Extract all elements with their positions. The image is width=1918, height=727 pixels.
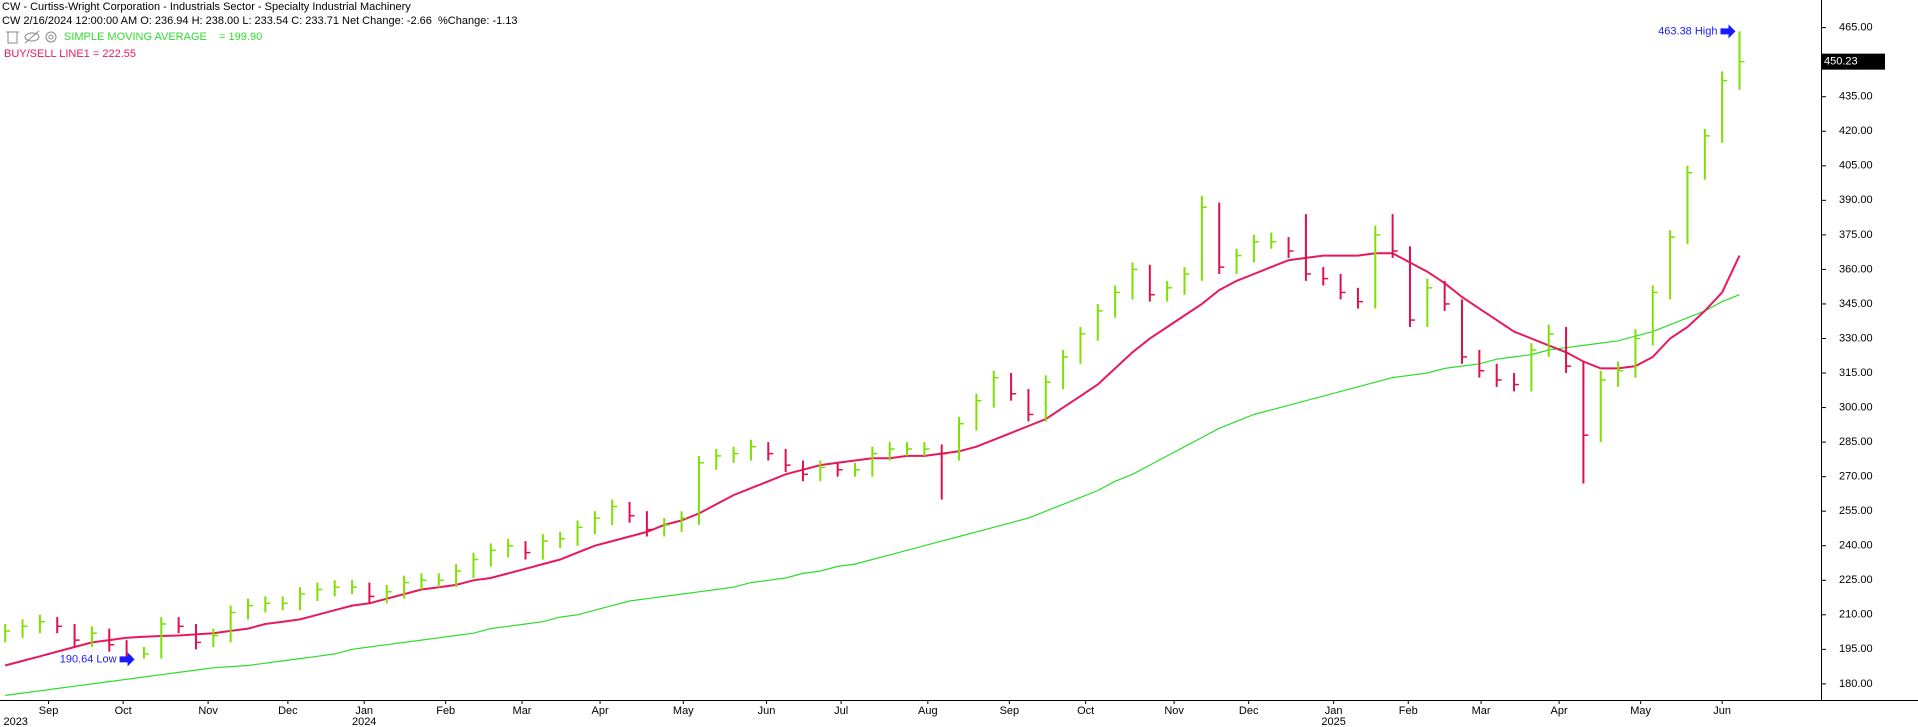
- x-tick-label: Jan: [355, 705, 373, 717]
- y-tick-label: 285.00: [1839, 436, 1873, 448]
- chart-title: CW - Curtiss-Wright Corporation - Indust…: [2, 1, 411, 13]
- legend-entry: SIMPLE MOVING AVERAGE = 199.90: [64, 31, 262, 43]
- high-annotation: 463.38 High: [1658, 25, 1717, 37]
- x-tick-label: Feb: [436, 705, 455, 717]
- annotation-arrow: [1720, 24, 1736, 39]
- year-label: 2025: [1321, 716, 1345, 727]
- price-bars: [4, 31, 1745, 660]
- annotation-arrow: [119, 652, 135, 667]
- x-tick-label: Jan: [1325, 705, 1343, 717]
- y-tick-label: 375.00: [1839, 229, 1873, 241]
- settings-icon-hub: [48, 34, 54, 40]
- x-tick-label: Oct: [1077, 705, 1094, 717]
- low-annotation: 190.64 Low: [60, 653, 117, 665]
- x-tick-label: Jun: [1713, 705, 1731, 717]
- y-tick-label: 345.00: [1839, 298, 1873, 310]
- x-tick-label: Dec: [278, 705, 298, 717]
- y-tick-label: 435.00: [1839, 91, 1873, 103]
- y-tick-label: 255.00: [1839, 505, 1873, 517]
- y-tick-label: 270.00: [1839, 471, 1873, 483]
- y-tick-label: 420.00: [1839, 125, 1873, 137]
- y-tick-label: 465.00: [1839, 22, 1873, 34]
- x-tick-label: Nov: [1164, 705, 1184, 717]
- y-tick-label: 360.00: [1839, 263, 1873, 275]
- x-tick-label: Dec: [1239, 705, 1259, 717]
- y-tick-label: 405.00: [1839, 160, 1873, 172]
- x-tick-label: May: [673, 705, 694, 717]
- y-tick-label: 390.00: [1839, 194, 1873, 206]
- chart-subtitle: CW 2/16/2024 12:00:00 AM O: 236.94 H: 23…: [2, 15, 518, 27]
- y-tick-label: 240.00: [1839, 540, 1873, 552]
- year-label: 2023: [3, 716, 27, 727]
- x-tick-label: Nov: [198, 705, 218, 717]
- moving-average-line: [5, 294, 1740, 696]
- x-tick-label: Oct: [115, 705, 132, 717]
- x-tick-label: Sep: [39, 705, 59, 717]
- y-tick-label: 180.00: [1839, 678, 1873, 690]
- x-tick-label: Apr: [592, 705, 609, 717]
- x-tick-label: Aug: [918, 705, 938, 717]
- y-tick-label: 300.00: [1839, 401, 1873, 413]
- y-tick-label: 315.00: [1839, 367, 1873, 379]
- x-tick-label: Feb: [1399, 705, 1418, 717]
- x-tick-label: Apr: [1551, 705, 1568, 717]
- x-tick-label: Mar: [513, 705, 532, 717]
- toolbar-icons: [6, 30, 57, 44]
- y-tick-label: 195.00: [1839, 643, 1873, 655]
- hide-icon-slash: [24, 30, 40, 44]
- legend-entry: BUY/SELL LINE1 = 222.55: [4, 48, 136, 60]
- year-label: 2024: [352, 716, 376, 727]
- settings-icon[interactable]: [45, 31, 57, 43]
- x-tick-label: Jun: [758, 705, 776, 717]
- y-tick-label: 210.00: [1839, 609, 1873, 621]
- y-tick-label: 225.00: [1839, 574, 1873, 586]
- last-price-box: [1821, 53, 1885, 70]
- x-tick-label: Mar: [1472, 705, 1491, 717]
- last-price-label: 450.23: [1824, 56, 1858, 68]
- y-tick-label: 330.00: [1839, 332, 1873, 344]
- x-tick-label: Jul: [834, 705, 848, 717]
- x-tick-label: May: [1630, 705, 1651, 717]
- x-tick-label: Sep: [1000, 705, 1020, 717]
- hide-icon[interactable]: [24, 32, 40, 42]
